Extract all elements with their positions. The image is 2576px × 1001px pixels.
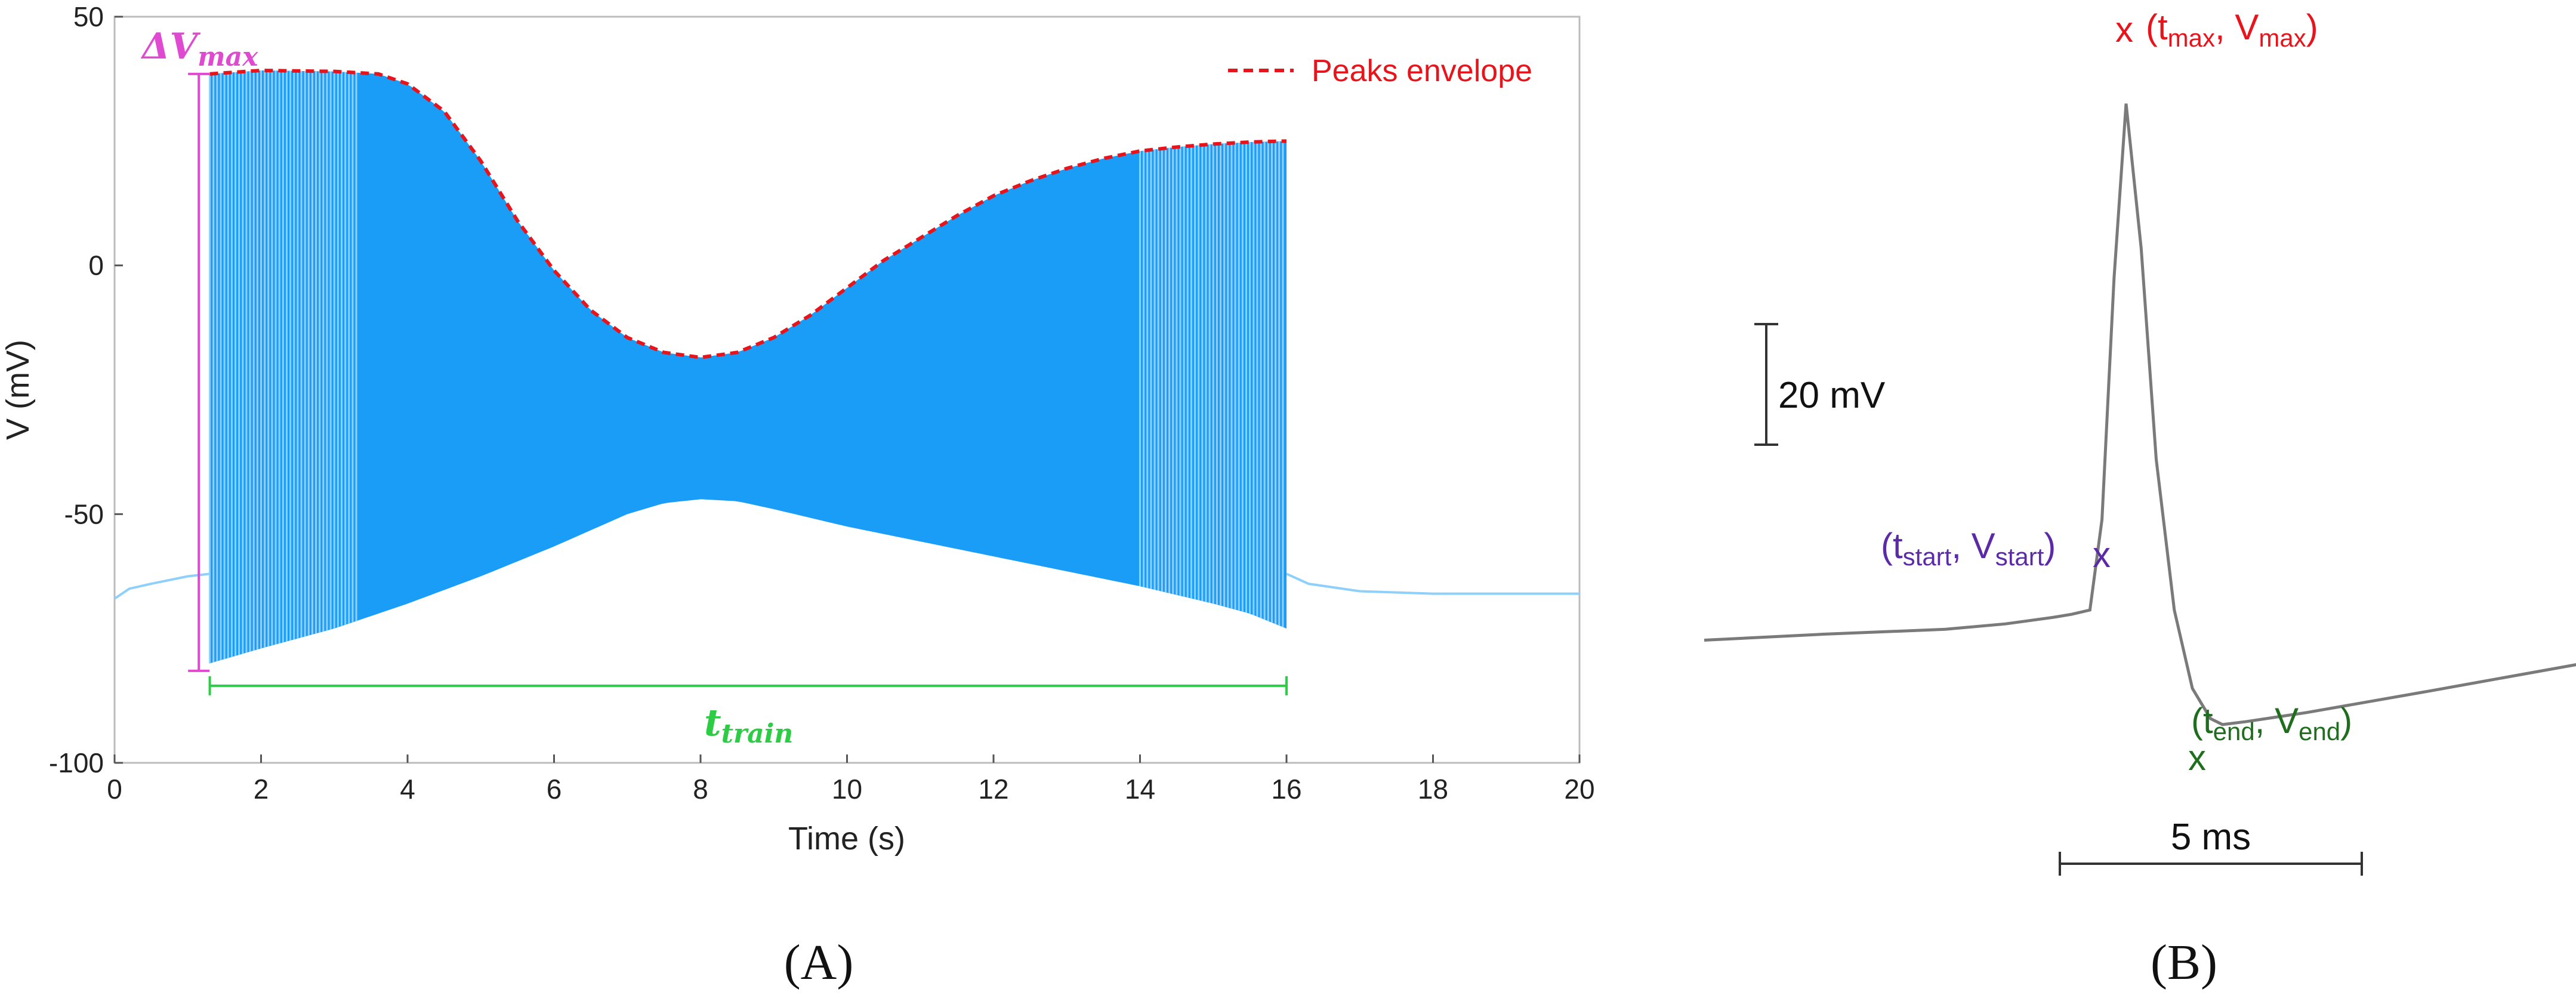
x-tick-label: 14 [1125,774,1155,805]
x-tick-label: 0 [107,774,122,805]
y-axis-label: V (mV) [0,340,36,440]
t-max-marker: x [2115,10,2133,50]
y-tick-label: 50 [73,1,104,32]
t-start-marker: x [2093,535,2111,575]
t-train-label: ttrain [704,701,793,749]
peaks-envelope [209,68,1287,359]
t-max-label: (tmax, Vmax) [2146,7,2318,52]
peaks-envelope-line [209,68,1287,359]
panel-label-a: (A) [784,935,854,990]
panel-a-chart: 0 2 4 6 8 10 12 14 16 18 20 -100 -50 0 50 Time (s) V (… [0,1,1595,857]
baseline-pre [113,572,210,600]
x-tick-label: 16 [1271,774,1301,805]
t-end-marker: x [2188,738,2206,778]
annotations [188,72,1288,695]
vertical-scale-label: 20 mV [1778,375,1886,416]
x-tick-label: 18 [1418,774,1448,805]
x-tick-label: 12 [978,774,1008,805]
x-tick-label: 2 [254,774,269,805]
sparse-spikes-start [209,70,357,664]
x-tick-label: 6 [547,774,562,805]
action-potential-trace [1704,103,2576,726]
x-axis-label: Time (s) [788,821,905,857]
panel-b-action-potential: 20 mV 5 ms x (tmax, Vmax) x (tstart, Vst… [1704,7,2576,876]
axis-ticks: 0 2 4 6 8 10 12 14 16 18 20 -100 -50 0 50 [49,1,1595,805]
horizontal-scale-label: 5 ms [2171,817,2251,858]
sparse-spikes-end [1139,141,1284,627]
spike-train-band [209,70,1287,664]
x-tick-label: 20 [1564,774,1594,805]
y-tick-label: -50 [64,498,104,529]
voltage-trace [113,70,1579,664]
y-tick-label: 0 [88,250,104,281]
x-tick-label: 8 [693,774,708,805]
y-tick-label: -100 [49,747,104,778]
legend-entry: Peaks envelope [1312,54,1532,88]
x-tick-label: 10 [832,774,862,805]
panel-label-b: (B) [2151,935,2217,990]
baseline-post [1286,572,1579,595]
x-tick-label: 4 [400,774,415,805]
horizontal-scale-bar: 5 ms [2059,817,2363,876]
vertical-scale-bar: 20 mV [1754,323,1886,446]
t-start-label: (tstart, Vstart) [1881,526,2056,571]
legend: Peaks envelope [1228,54,1532,88]
